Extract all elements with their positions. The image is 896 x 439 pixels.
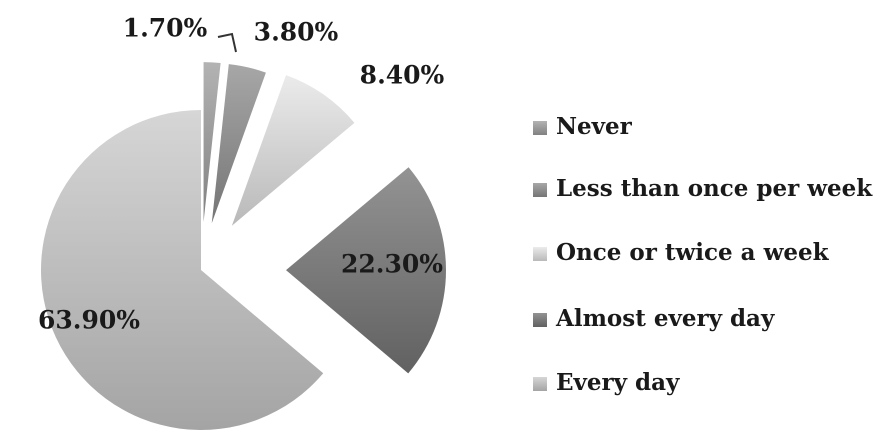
legend-label-less-than-once-per-week: Less than once per week [556,175,873,202]
legend: Never Less than once per week Once or twic… [533,113,873,396]
leader-line-never [217,32,237,53]
legend-swatch-less-than-once-per-week [533,183,547,197]
legend-label-never: Never [556,113,633,140]
legend-swatch-once-or-twice-a-week [533,247,547,261]
legend-label-almost-every-day: Almost every day [555,305,775,332]
data-label-almost-every-day: 22.30% [341,250,443,279]
legend-label-every-day: Every day [556,369,680,396]
legend-swatch-almost-every-day [533,313,547,327]
data-label-never: 1.70% [123,14,208,43]
legend-label-once-or-twice-a-week: Once or twice a week [556,239,830,266]
data-label-less-than-once-per-week: 3.80% [254,18,339,47]
pie-slice-never [203,62,221,223]
pie-slice-less-than-once-per-week [211,64,266,224]
data-label-once-or-twice-a-week: 8.40% [360,61,445,90]
data-labels: 1.70% 3.80% 8.40% 22.30% 63.90% [38,14,445,335]
legend-swatch-every-day [533,377,547,391]
legend-swatch-never [533,121,547,135]
data-label-every-day: 63.90% [38,306,140,335]
pie-slices [41,62,446,430]
pie-slice-once-or-twice-a-week [231,75,355,226]
pie-slice-almost-every-day [285,167,446,374]
pie-slice-every-day [41,110,324,430]
